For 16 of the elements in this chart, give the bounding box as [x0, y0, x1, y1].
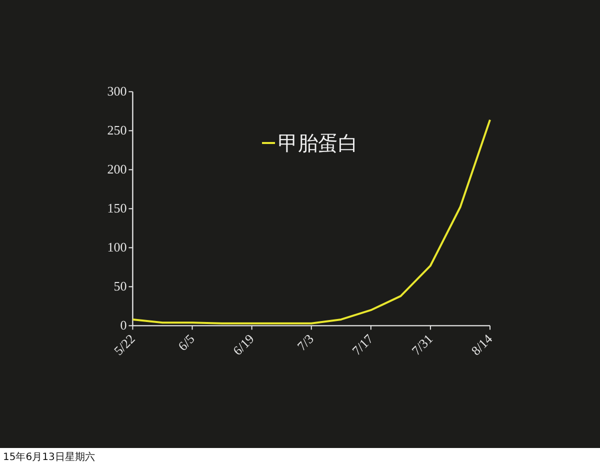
y-tick-label: 250 [107, 122, 127, 138]
legend-label: 甲胎蛋白 [278, 131, 358, 155]
x-tick-label: 5/22 [110, 331, 138, 358]
x-tick-label: 6/19 [230, 331, 257, 358]
y-tick-label: 300 [107, 84, 127, 99]
x-tick-label: 6/5 [175, 331, 198, 354]
x-tick-label: 8/14 [468, 330, 496, 358]
x-tick-label: 7/17 [349, 330, 376, 358]
y-tick-label: 50 [114, 278, 127, 294]
x-tick-label: 7/3 [294, 331, 316, 354]
x-tick-label: 7/31 [408, 331, 436, 358]
y-tick-label: 200 [107, 162, 127, 177]
text: 15年6月13日星期六 [3, 451, 95, 463]
y-tick-label: 100 [107, 240, 127, 255]
y-tick-label: 150 [107, 200, 127, 216]
y-tick-label: 0 [120, 318, 127, 333]
